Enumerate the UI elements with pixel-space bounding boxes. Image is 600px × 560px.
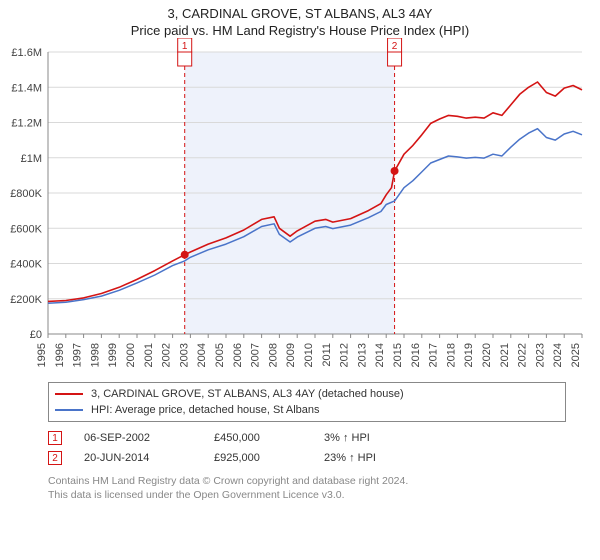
x-tick-label: 2014: [374, 343, 386, 367]
titles: 3, CARDINAL GROVE, ST ALBANS, AL3 4AY Pr…: [0, 0, 600, 38]
x-tick-label: 2022: [517, 343, 529, 367]
y-tick-label: £1.4M: [11, 82, 42, 94]
event-marker: 2: [48, 451, 62, 465]
x-tick-label: 2019: [463, 343, 475, 367]
y-tick-label: £400K: [10, 259, 42, 271]
x-tick-label: 2001: [143, 343, 155, 367]
line-chart: £0 £200K £400K £600K £800K £1M £1.2M £1.4M £1.6M…: [0, 38, 600, 378]
event-marker: 1: [48, 431, 62, 445]
y-tick-label: £800K: [10, 188, 42, 200]
y-tick-label: £200K: [10, 294, 42, 306]
legend-label: 3, CARDINAL GROVE, ST ALBANS, AL3 4AY (d…: [91, 388, 404, 400]
x-tick-label: 2025: [570, 343, 582, 367]
x-tick-label: 1999: [107, 343, 119, 367]
y-tick-label: £0: [30, 329, 42, 341]
y-tick-label: £600K: [10, 223, 42, 235]
legend-swatch: [55, 409, 83, 411]
x-tick-label: 2024: [552, 343, 564, 367]
x-tick-label: 2007: [250, 343, 262, 367]
x-tick-label: 2020: [481, 343, 493, 367]
x-tick-label: 2021: [499, 343, 511, 367]
x-tick-label: 2010: [303, 343, 315, 367]
event-date: 06-SEP-2002: [84, 432, 214, 444]
x-tick-label: 2016: [410, 343, 422, 367]
x-tick-label: 2003: [178, 343, 190, 367]
event-marker-box: [388, 52, 402, 66]
event-row: 1 06-SEP-2002£450,0003% ↑ HPI: [48, 428, 566, 448]
legend-label: HPI: Average price, detached house, St A…: [91, 404, 320, 416]
event-marker-number: 2: [392, 41, 398, 52]
legend: 3, CARDINAL GROVE, ST ALBANS, AL3 4AY (d…: [48, 382, 566, 422]
x-tick-label: 2011: [321, 343, 333, 367]
event-price: £450,000: [214, 432, 324, 444]
x-tick-label: 2008: [267, 343, 279, 367]
attribution-line: This data is licensed under the Open Gov…: [48, 488, 566, 502]
x-tick-label: 2015: [392, 343, 404, 367]
x-tick-label: 1997: [72, 343, 84, 367]
event-marker-number: 1: [182, 41, 188, 52]
legend-item: 3, CARDINAL GROVE, ST ALBANS, AL3 4AY (d…: [55, 386, 559, 402]
x-tick-label: 2017: [428, 343, 440, 367]
x-tick-label: 2000: [125, 343, 137, 367]
x-tick-label: 1995: [36, 343, 48, 367]
sale-events: 1 06-SEP-2002£450,0003% ↑ HPI 2 20-JUN-2014…: [48, 428, 566, 468]
event-price: £925,000: [214, 452, 324, 464]
event-date: 20-JUN-2014: [84, 452, 214, 464]
y-tick-label: £1M: [21, 153, 42, 165]
attribution-line: Contains HM Land Registry data © Crown c…: [48, 474, 566, 488]
x-tick-label: 2004: [196, 343, 208, 367]
event-diff: 23% ↑ HPI: [324, 452, 434, 464]
x-tick-label: 2002: [161, 343, 173, 367]
attribution: Contains HM Land Registry data © Crown c…: [48, 474, 566, 502]
x-tick-label: 1996: [54, 343, 66, 367]
x-tick-label: 2018: [445, 343, 457, 367]
x-tick-label: 2023: [534, 343, 546, 367]
y-tick-label: £1.6M: [11, 47, 42, 59]
event-marker-box: [178, 52, 192, 66]
chart-container: 3, CARDINAL GROVE, ST ALBANS, AL3 4AY Pr…: [0, 0, 600, 502]
event-diff: 3% ↑ HPI: [324, 432, 434, 444]
chart-title: 3, CARDINAL GROVE, ST ALBANS, AL3 4AY: [0, 6, 600, 21]
event-row: 2 20-JUN-2014£925,00023% ↑ HPI: [48, 448, 566, 468]
x-tick-label: 2012: [339, 343, 351, 367]
legend-swatch: [55, 393, 83, 395]
x-tick-label: 2009: [285, 343, 297, 367]
x-tick-label: 2013: [356, 343, 368, 367]
y-tick-label: £1.2M: [11, 118, 42, 130]
x-tick-label: 2005: [214, 343, 226, 367]
x-tick-label: 1998: [89, 343, 101, 367]
chart-subtitle: Price paid vs. HM Land Registry's House …: [0, 23, 600, 38]
x-tick-label: 2006: [232, 343, 244, 367]
legend-item: HPI: Average price, detached house, St A…: [55, 402, 559, 418]
